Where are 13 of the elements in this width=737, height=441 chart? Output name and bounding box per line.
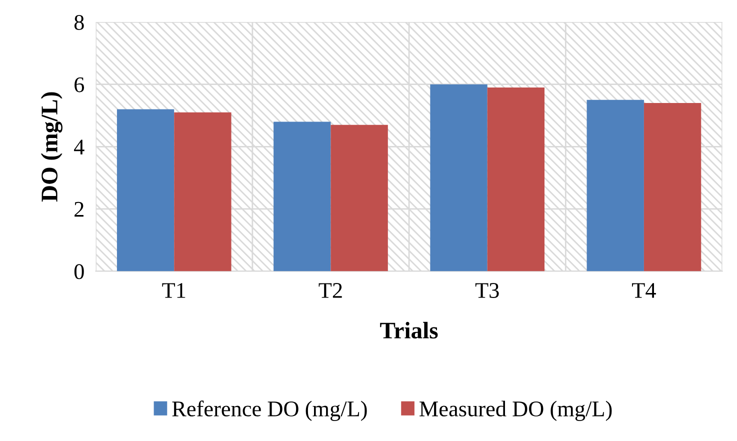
y-tick-label: 6 [74,77,84,92]
y-tick-label: 8 [74,14,84,30]
x-tick-label: T3 [475,283,499,298]
y-tick-label: 2 [74,202,84,217]
x-tick-label: T1 [162,283,186,298]
x-axis-title: Trials [380,322,438,339]
x-tick-label: T2 [318,283,342,298]
y-tick-label: 0 [74,264,84,280]
legend-label: Reference DO (mg/L) [172,400,367,421]
y-tick-label: 4 [74,140,84,154]
y-axis-title: DO (mg/L) [40,92,62,202]
x-tick-label: T4 [632,283,656,298]
legend-label: Measured DO (mg/L) [420,400,612,421]
